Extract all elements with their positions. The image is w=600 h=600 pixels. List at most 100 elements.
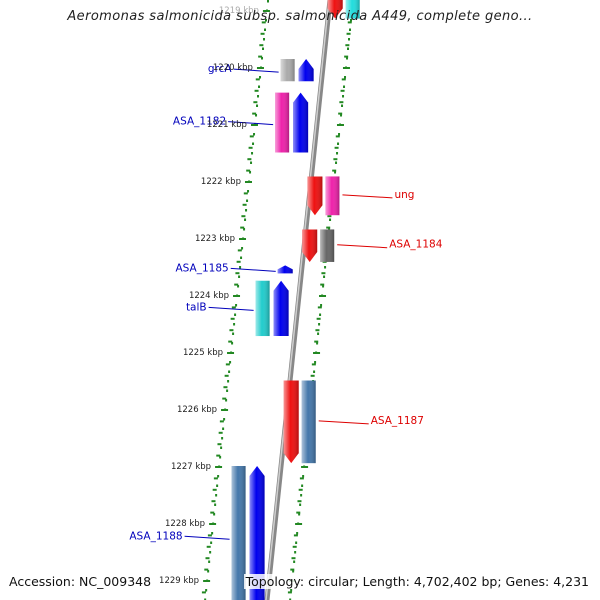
ruler-tick [212,488,217,491]
gene-label[interactable]: ASA_1185 [176,262,229,274]
ruler-tick [297,500,302,503]
gene-track-ung [325,176,340,216]
ruler-dot [225,399,228,402]
ruler-tick [215,466,223,468]
ruler-dot [257,95,260,98]
ruler-dot [338,133,341,136]
ruler-dot [240,256,243,259]
gene-label[interactable]: ASA_1184 [389,239,443,251]
ruler-label: 1219 kbp [219,6,259,16]
genes-layer [231,0,360,600]
ruler-tick [210,511,215,514]
ruler-dot [255,114,258,117]
ruler-tick [298,488,303,491]
ruler-dot [344,76,347,79]
gene-label[interactable]: ASA_1188 [129,530,182,542]
gene-grcA[interactable] [298,59,314,82]
ruler-tick [315,329,320,332]
ruler-tick [290,568,295,571]
ruler-dot [324,266,327,269]
ruler-dot [258,85,261,88]
ruler-tick [314,340,319,343]
ruler-dot [237,285,240,288]
gene-track-unnamed [345,0,360,19]
ruler-dot [265,19,268,22]
ruler-dot [323,275,326,278]
ruler-tick [261,21,266,24]
gene-ASA_1184[interactable] [302,229,318,262]
ruler-dot [347,47,350,50]
gene-ASA_1187[interactable] [283,380,299,464]
gene-label[interactable]: ung [394,189,414,201]
gene-label[interactable]: grcA [208,63,233,75]
ruler-dot [263,38,266,41]
ruler-dot [239,266,242,269]
ruler-label: 1222 kbp [201,177,241,187]
ruler-label: 1226 kbp [177,405,217,415]
ruler-tick [201,591,206,594]
ruler-tick [206,545,211,548]
ruler-label: 1223 kbp [195,234,235,244]
ruler-dot [262,47,265,50]
ruler-tick [258,55,263,58]
gene-ASA_1188[interactable] [249,466,265,600]
ruler-dot [337,142,340,145]
ruler-tick [339,101,344,104]
ruler-tick [239,238,247,240]
gene-label-leader [230,267,276,272]
ruler-tick [244,181,252,183]
ruler-dot [348,38,351,41]
ruler-tick [260,32,265,35]
ruler-dot [211,532,214,535]
ruler-dot [329,218,332,221]
gene-label[interactable]: talB [186,301,207,313]
ruler-dot [336,152,339,155]
ruler-dot [316,342,319,345]
ruler-tick [216,454,221,457]
ruler-tick [291,557,296,560]
ruler-dot [246,199,249,202]
ruler-tick [205,557,210,560]
gene-talB[interactable] [273,280,289,337]
ruler-tick [287,591,292,594]
ruler-dot [296,532,299,535]
gene-label-leader [318,420,369,425]
gene-ASA_1185[interactable] [277,265,293,274]
ruler-tick [254,89,259,92]
ruler-dot [222,427,225,430]
ruler-tick [346,32,351,35]
gene-label[interactable]: ASA_1187 [371,415,424,427]
ruler-dot [294,551,297,554]
ruler-label: 1221 kbp [207,120,247,130]
ruler-tick [249,135,254,138]
ruler-label: 1227 kbp [171,462,211,472]
ruler-tick [234,283,239,286]
ruler-tick [211,500,216,503]
ruler-dot [301,484,304,487]
ruler-dot [295,541,298,544]
ruler-tick [317,306,322,309]
ruler-dot [204,598,207,600]
ruler-dot [346,57,349,60]
gene-unnamed[interactable] [327,0,343,19]
ruler-dot [216,484,219,487]
ruler-tick [235,272,240,275]
ruler-tick [321,272,326,275]
ruler-tick [247,158,252,161]
ruler-dot [231,342,234,345]
ruler-tick [256,67,264,69]
ruler-tick [237,249,242,252]
ruler-dot [221,437,224,440]
ruler-tick [248,146,253,149]
gene-ASA_1182[interactable] [293,92,309,153]
accession-label: Accession: NC_009348 [9,574,152,589]
ruler-dot [319,313,322,316]
gene-ung[interactable] [307,176,323,216]
gene-label[interactable]: ASA_1182 [173,116,226,128]
ruler-dot [223,418,226,421]
gene-label-leader [228,121,274,126]
gene-track-ASA_1187 [301,380,316,464]
ruler-tick [228,340,233,343]
ruler-tick [229,329,234,332]
